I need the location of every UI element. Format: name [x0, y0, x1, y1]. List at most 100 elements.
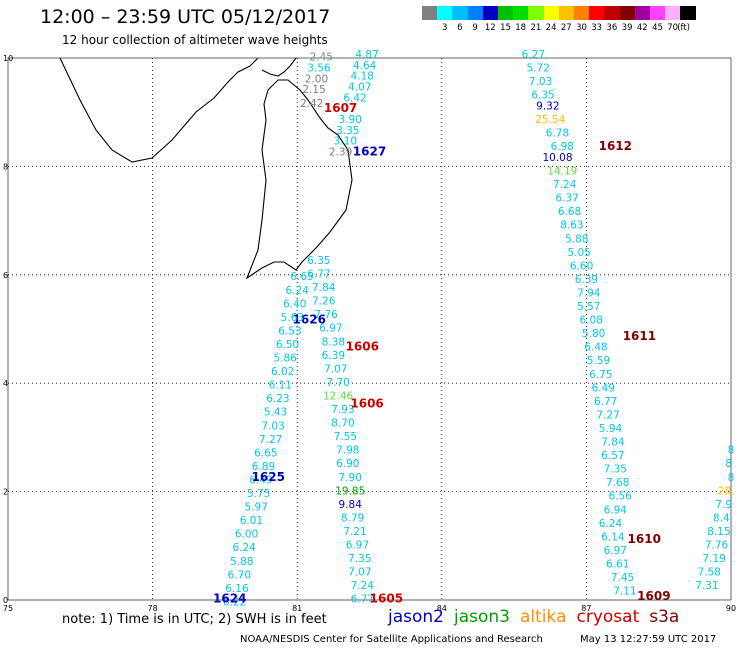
wave-height-value: 7.35 — [604, 464, 627, 476]
legend-label: 24 — [545, 23, 557, 33]
wave-height-value: 7.84 — [601, 437, 625, 449]
satellite-legend: jason2 jason3 altika cryosat s3a — [388, 607, 689, 627]
wave-height-value: 6.50 — [276, 339, 299, 351]
wave-height-value: 7.03 — [529, 76, 552, 88]
legend-swatch — [619, 6, 635, 20]
wave-height-value: 8.38 — [322, 336, 345, 348]
wave-height-value: 6.78 — [546, 128, 569, 140]
wave-height-value: 3.10 — [334, 136, 357, 148]
wave-height-value: 6.97 — [319, 323, 342, 335]
wave-height-value: 6.77 — [594, 396, 617, 408]
y-tick-label: 0 — [3, 596, 8, 605]
wave-height-value: 5.88 — [230, 556, 253, 568]
wave-height-value: 5.72 — [527, 63, 550, 75]
wave-height-value: 6.61 — [606, 558, 629, 570]
legend-swatch — [543, 6, 559, 20]
y-tick-label: 10 — [3, 54, 13, 63]
wave-height-value: 2.42 — [300, 98, 323, 110]
legend-label: 39 — [621, 23, 633, 33]
wave-height-value: 7.07 — [348, 567, 371, 579]
satellite-jason2: jason2 — [388, 607, 444, 627]
wave-height-value: 5.59 — [587, 355, 610, 367]
wave-height-value: 9.32 — [536, 100, 559, 112]
legend-swatch — [680, 6, 696, 20]
wave-height-value: 7.76 — [314, 309, 338, 321]
wave-height-value: 7.93 — [331, 404, 354, 416]
y-tick-label: 2 — [3, 488, 8, 497]
legend-label: 9 — [472, 23, 478, 33]
wave-height-value: 7.70 — [326, 377, 349, 389]
wave-height-value: 6.90 — [336, 458, 359, 470]
wave-height-value: 5.43 — [264, 407, 287, 419]
legend-unit: (ft) — [677, 23, 690, 33]
wave-height-value: 5.05 — [567, 247, 590, 259]
wave-height-value: 5.97 — [245, 502, 268, 514]
wave-height-value: 6.35 — [531, 90, 554, 102]
satellite-jason3: jason3 — [454, 607, 510, 627]
wave-height-value: 6.56 — [608, 491, 632, 503]
wave-height-value: 7.90 — [339, 472, 362, 484]
wave-height-value: 7.84 — [312, 282, 336, 294]
wave-height-value: 4.64 — [353, 60, 377, 72]
wave-height-value: 7.58 — [698, 567, 721, 579]
wave-height-value: 6.98 — [551, 141, 574, 153]
wave-height-value: 6.39 — [322, 350, 345, 362]
wave-height-value: 7.11 — [613, 586, 636, 598]
x-tick-label: 90 — [726, 604, 736, 613]
legend-label: 12 — [484, 23, 496, 33]
page-subtitle: 12 hour collection of altimeter wave hei… — [62, 33, 328, 47]
wave-height-value: 6.01 — [240, 515, 263, 527]
wave-height-value: 6.48 — [584, 342, 607, 354]
x-tick-label: 75 — [3, 604, 13, 613]
wave-height-value: 6.57 — [601, 450, 624, 462]
wave-height-value: 4.87 — [355, 49, 378, 61]
wave-height-value: 7.21 — [343, 526, 366, 538]
legend-label: 45 — [652, 23, 663, 33]
page-title: 12:00 – 23:59 UTC 05/12/2017 — [40, 6, 331, 28]
track-1625-1624: 6.656.246.405.636.536.505.866.026.116.23… — [213, 271, 314, 608]
wave-height-value: 6.35 — [307, 255, 330, 267]
legend-label: 3 — [441, 23, 448, 33]
wave-height-value: 7.76 — [705, 540, 729, 552]
wave-height-value: 8 — [728, 445, 735, 457]
wave-height-value: 8.63 — [560, 220, 583, 232]
pass-number-label: 1605 — [370, 592, 403, 606]
legend-swatch — [665, 6, 681, 20]
wave-height-value: 5.75 — [247, 488, 270, 500]
pass-number-label: 1627 — [353, 145, 386, 159]
wave-height-value: 7.24 — [553, 179, 577, 191]
wave-height-value: 2.39 — [329, 147, 352, 159]
legend-swatch — [422, 6, 438, 20]
wave-height-value: 6.16 — [225, 583, 249, 595]
wave-height-value: 6.75 — [589, 369, 612, 381]
wave-height-value: 6.37 — [555, 193, 578, 205]
legend-swatch — [650, 6, 666, 20]
wave-height-value: 6.65 — [254, 447, 277, 459]
wave-height-value: 7.68 — [606, 477, 629, 489]
wave-height-value: 6.70 — [228, 569, 251, 581]
wave-height-value: 8.70 — [331, 418, 354, 430]
wave-height-value: 5.80 — [582, 328, 605, 340]
wave-height-value: 6.68 — [558, 206, 581, 218]
wave-height-value: 6.11 — [269, 380, 292, 392]
wave-height-value: 6.94 — [604, 504, 628, 516]
wave-height-value: 6.24 — [599, 518, 623, 530]
x-tick-label: 84 — [437, 604, 447, 613]
pass-number-label: 1624 — [213, 592, 246, 606]
legend-swatch — [634, 6, 650, 20]
wave-height-value: 4.07 — [348, 82, 371, 94]
pass-number-label: 1606 — [346, 340, 379, 354]
wave-height-value: 2.45 — [310, 52, 333, 64]
wave-height-value: 2.00 — [305, 73, 328, 85]
satellite-s3a: s3a — [649, 607, 680, 627]
legend-swatch — [452, 6, 468, 20]
wave-height-value: 3.56 — [307, 63, 331, 75]
wave-height-value: 5.86 — [273, 353, 297, 365]
wave-height-value: 6.97 — [604, 545, 627, 557]
wave-height-value: 7.94 — [577, 287, 601, 299]
x-tick-label: 78 — [148, 604, 158, 613]
legend-swatch — [437, 6, 453, 20]
land-outline — [59, 57, 353, 280]
